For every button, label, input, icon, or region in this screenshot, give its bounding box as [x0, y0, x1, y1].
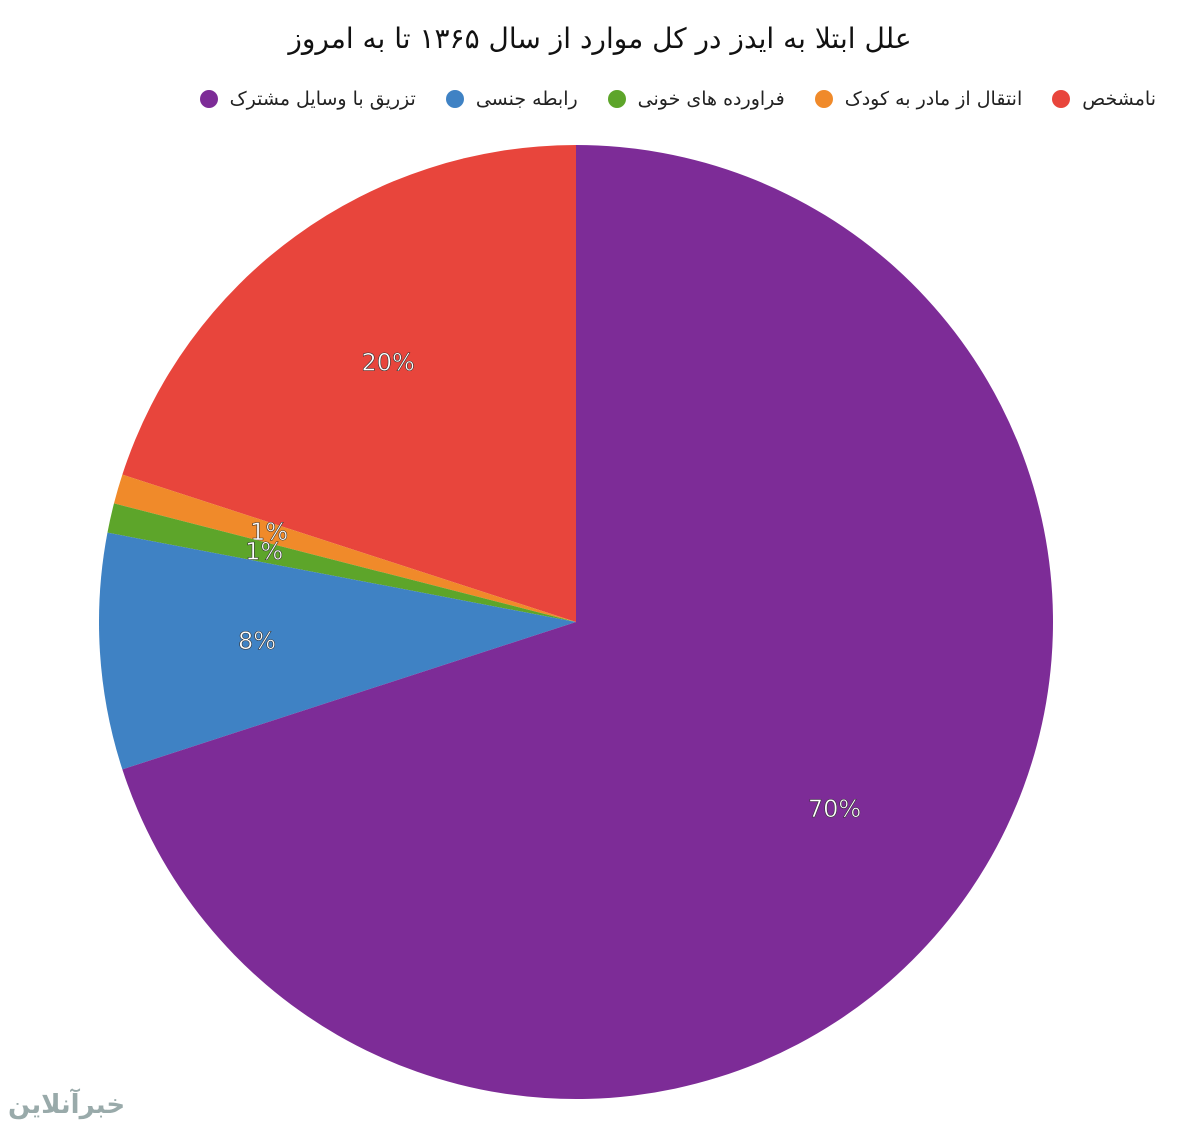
pie-slice [107, 503, 577, 622]
legend-swatch [199, 90, 218, 108]
legend: نامشخص انتقال از مادر به کودک فراورده های … [199, 88, 1156, 110]
legend-label: انتقال از مادر به کودک [844, 88, 1023, 110]
pie-slice [113, 474, 576, 622]
legend-item: رابطه جنسی [445, 88, 578, 110]
legend-swatch [607, 90, 626, 108]
legend-label: نامشخص [1082, 88, 1156, 110]
legend-item: نامشخص [1052, 88, 1156, 110]
value-label: 8% [238, 627, 276, 655]
pie-slice [122, 145, 1053, 1099]
legend-label: رابطه جنسی [475, 88, 578, 110]
pie-slice [122, 145, 576, 622]
legend-label: تزریق با وسایل مشترک [229, 88, 416, 110]
watermark: خبرآنلاین [8, 1090, 126, 1120]
legend-item: تزریق با وسایل مشترک [199, 88, 416, 110]
legend-swatch [1052, 90, 1071, 108]
legend-label: فراورده های خونی [637, 88, 785, 110]
legend-item: فراورده های خونی [607, 88, 785, 110]
chart-title: علل ابتلا به ایدز در کل موارد از سال ۱۳۶… [288, 22, 912, 55]
pie-slice [98, 532, 577, 770]
value-label: 70% [808, 795, 861, 823]
legend-swatch [814, 90, 833, 108]
value-label: 20% [361, 348, 414, 376]
legend-swatch [445, 90, 464, 108]
legend-item: انتقال از مادر به کودک [814, 88, 1023, 110]
